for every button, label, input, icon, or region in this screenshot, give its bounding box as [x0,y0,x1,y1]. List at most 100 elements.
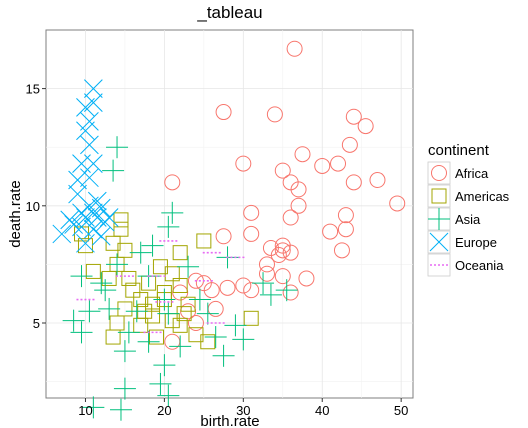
point-americas [133,292,149,308]
point-americas [133,317,149,333]
point-africa [357,118,374,135]
point-asia [106,253,129,276]
point-africa [258,256,275,273]
point-asia [177,255,200,278]
point-americas [172,245,188,261]
point-europe [76,233,95,253]
legend-key-africa [431,165,447,181]
point-africa [369,172,386,189]
point-asia [212,344,235,367]
point-americas [125,282,141,298]
point-africa [314,157,331,174]
x-tick-label: 20 [157,403,171,418]
point-africa [203,282,220,299]
point-asia [82,396,105,419]
legend-key-americas [431,188,447,204]
x-tick-label: 40 [315,403,329,418]
point-asia [109,398,132,421]
point-asia [125,300,148,323]
point-africa [330,155,347,172]
point-americas [145,308,161,324]
point-europe [84,219,103,239]
point-asia [113,377,136,400]
point-africa [274,268,291,285]
legend-key-box [427,184,451,208]
point-africa [258,265,275,282]
point-asia [149,372,172,395]
legend: continent Africa Americas Asia Europe Oceani… [427,142,510,277]
legend-item-africa: Africa [427,161,489,185]
point-asia [153,354,176,377]
point-americas [180,296,196,312]
legend-item-americas: Americas [427,184,510,208]
point-asia [129,241,152,264]
point-africa [282,209,299,226]
legend-label-europe: Europe [455,235,497,250]
point-americas [243,310,259,326]
y-axis-label: death.rate [7,180,24,248]
x-tick-label: 10 [78,403,92,418]
point-africa [164,174,181,191]
point-africa [266,106,283,123]
point-europe [84,154,103,173]
y-tick-label: 15 [26,82,40,97]
point-asia [259,283,282,306]
legend-label-oceania: Oceania [455,258,504,273]
point-asia [224,314,247,337]
point-africa [274,162,291,179]
point-asia [275,279,298,302]
point-africa [270,247,287,264]
point-africa [243,225,260,242]
point-asia [157,215,180,238]
point-africa [282,284,299,301]
point-africa [215,104,232,121]
point-asia [113,340,136,363]
point-europe [91,226,111,246]
point-asia [188,288,211,311]
point-asia [157,302,180,325]
point-europe [84,79,103,98]
point-africa [286,40,303,57]
legend-label-asia: Asia [455,212,481,227]
point-asia [169,335,192,358]
point-africa [337,221,354,238]
point-asia [70,265,93,288]
point-africa [345,174,362,191]
legend-label-africa: Africa [455,166,489,181]
point-asia [62,309,85,332]
point-africa [290,181,307,198]
point-asia [106,136,129,159]
legend-title: continent [428,142,490,159]
point-asia [161,201,184,224]
point-asia [102,159,125,182]
point-asia [153,288,176,311]
point-asia [94,279,117,302]
point-asia [252,272,275,295]
y-tick-label: 5 [33,316,40,331]
point-africa [341,136,358,153]
point-europe [64,215,83,234]
point-americas [113,212,129,228]
point-africa [333,242,350,259]
chart-title: _tableau [196,3,262,22]
point-africa [282,244,299,261]
x-tick-label: 50 [394,403,408,418]
point-africa [290,197,307,214]
point-europe [76,208,95,227]
point-asia [78,300,101,323]
point-africa [337,207,354,224]
legend-key-europe [429,232,449,252]
point-asia [204,326,227,349]
point-americas [172,277,188,293]
point-europe [84,93,103,113]
point-africa [389,195,406,212]
legend-key-asia [428,208,450,230]
point-asia [117,321,140,344]
point-africa [298,270,315,287]
point-americas [117,242,133,258]
point-africa [187,314,204,331]
point-asia [232,328,255,351]
point-africa [322,223,339,240]
point-americas [113,221,129,237]
point-americas [164,266,180,282]
